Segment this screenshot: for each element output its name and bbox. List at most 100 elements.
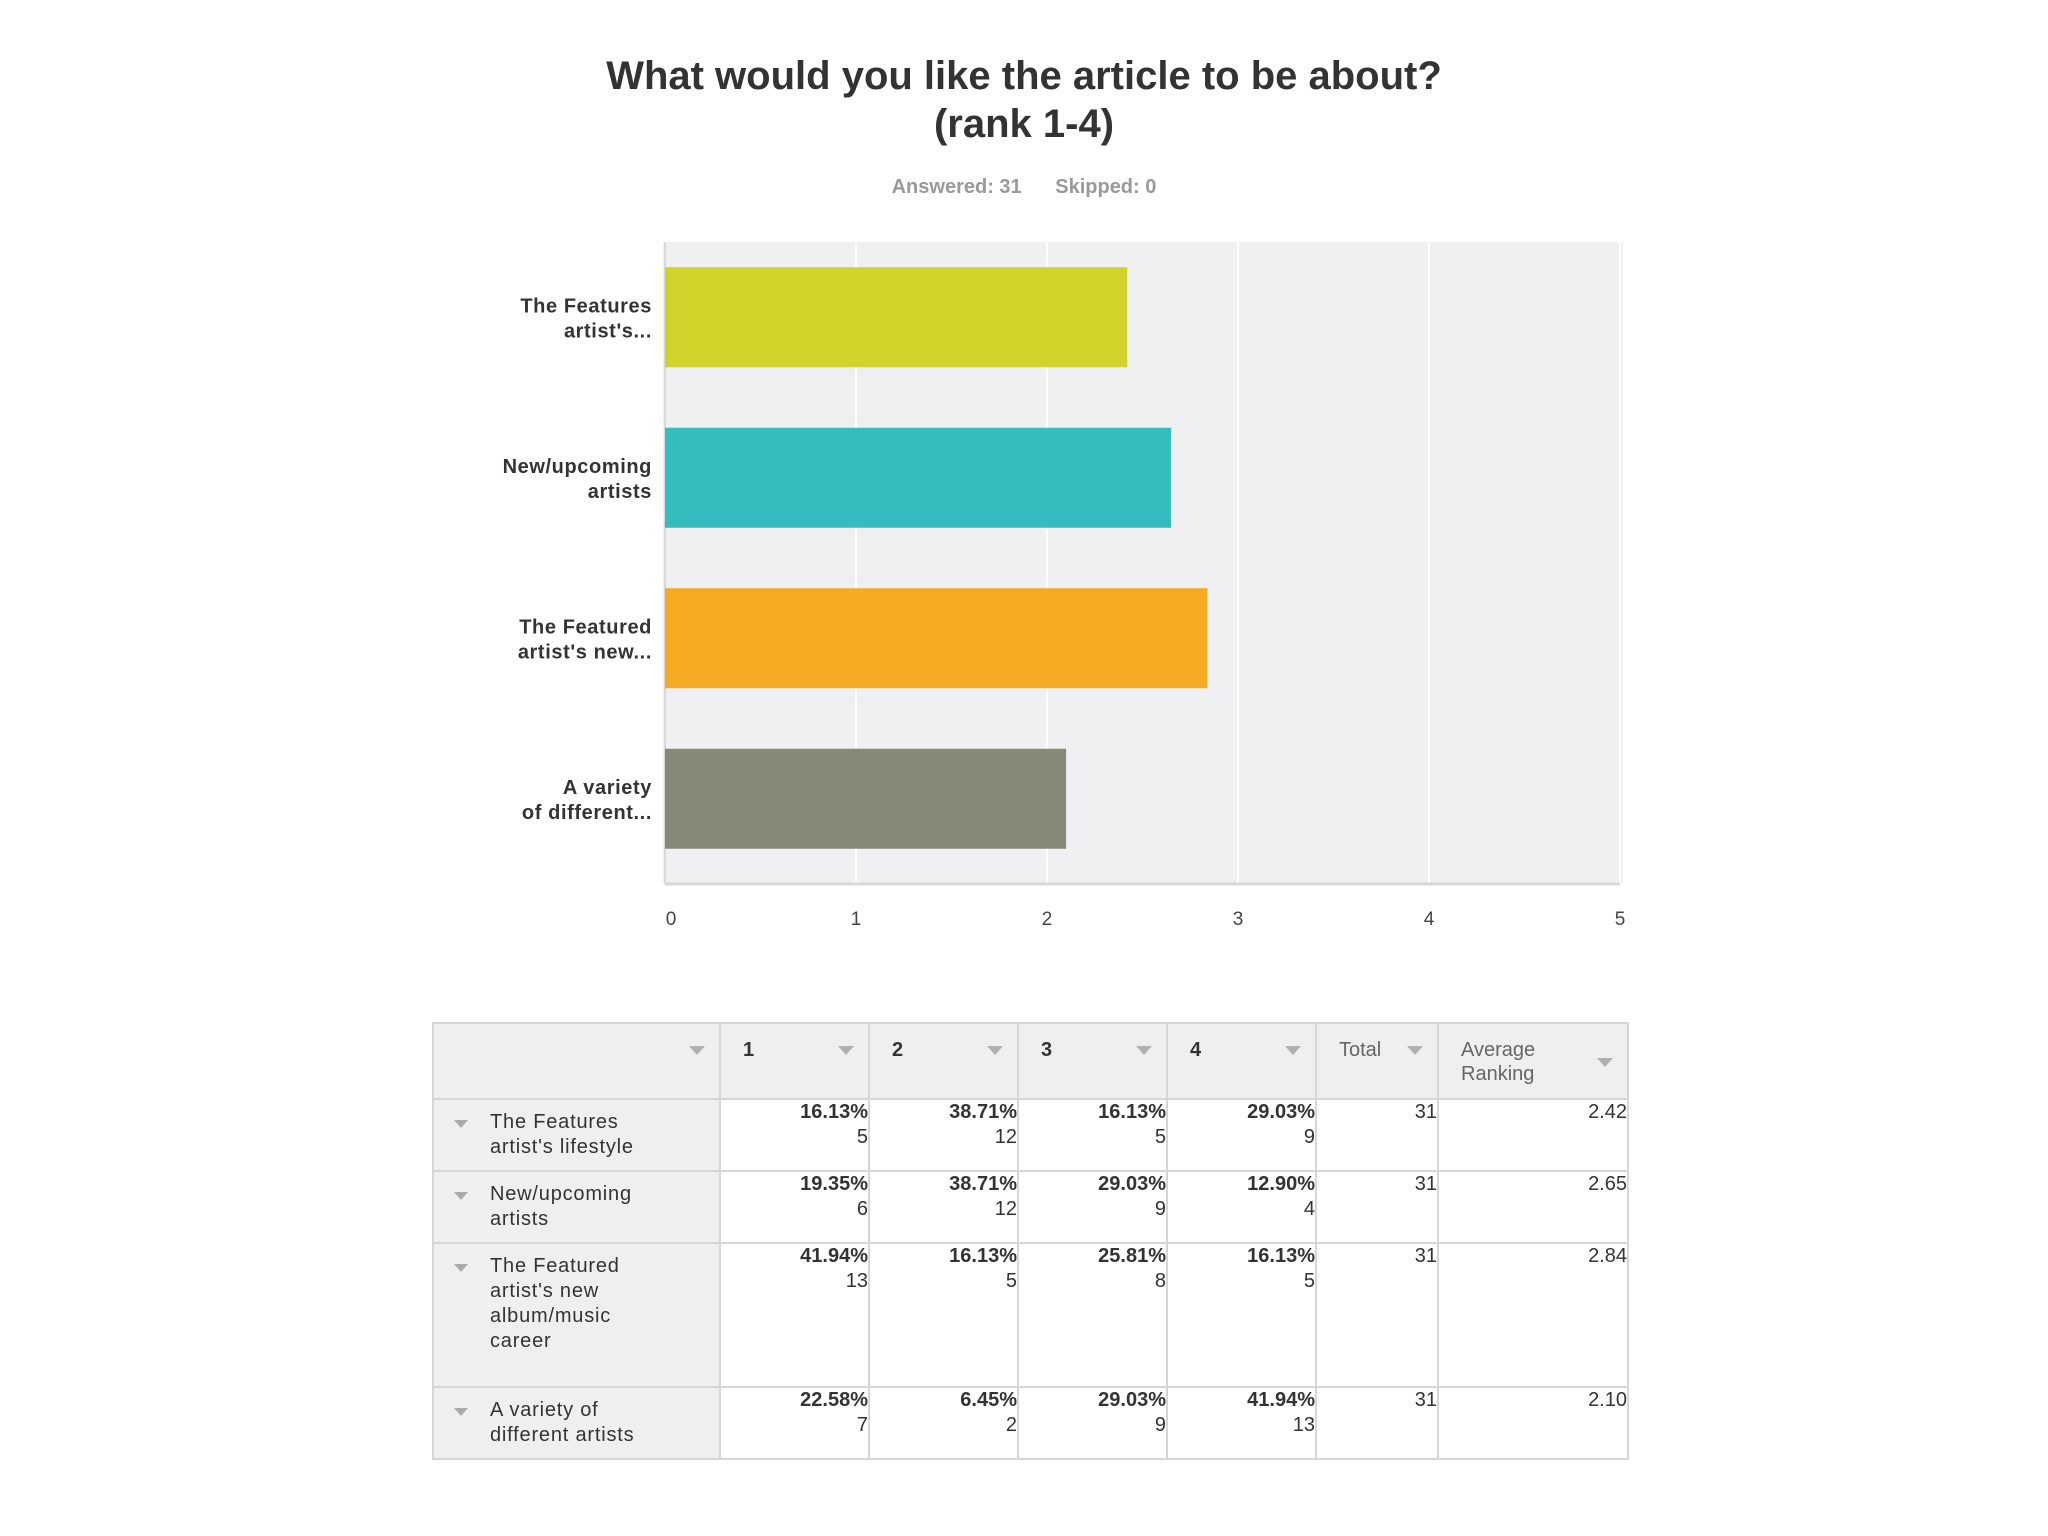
col-header-rank-3[interactable]: 3 <box>1017 1022 1168 1100</box>
row-caret-icon[interactable] <box>454 1120 468 1128</box>
row-answer-label[interactable]: The Features artist's lifestyle <box>432 1098 721 1172</box>
count-value: 5 <box>1154 1126 1166 1148</box>
count-value: 9 <box>1303 1126 1315 1148</box>
col-header-rank-1[interactable]: 1 <box>719 1022 870 1100</box>
row-caret-icon[interactable] <box>454 1192 468 1200</box>
percent-value: 41.94% <box>800 1245 868 1267</box>
category-label: The Featured artist's new... <box>518 616 652 663</box>
percent-value: 29.03% <box>1098 1389 1166 1411</box>
col-header-rank-4[interactable]: 4 <box>1166 1022 1317 1100</box>
rank-4-cell: 12.90% 4 <box>1166 1170 1317 1244</box>
x-tick-label: 4 <box>1424 909 1435 930</box>
sort-caret-icon[interactable] <box>689 1046 705 1055</box>
percent-value: 41.94% <box>1247 1389 1315 1411</box>
count-value: 7 <box>856 1414 868 1436</box>
x-tick-label: 0 <box>666 909 677 930</box>
percent-value: 25.81% <box>1098 1245 1166 1267</box>
x-tick-label: 5 <box>1615 909 1626 930</box>
count-value: 2 <box>1005 1414 1017 1436</box>
percent-value: 16.13% <box>1247 1245 1315 1267</box>
sort-caret-icon[interactable] <box>1285 1046 1301 1055</box>
col-header-total[interactable]: Total <box>1315 1022 1439 1100</box>
table-row: A variety of different artists 22.58% 7 6.4… <box>432 1386 1629 1460</box>
question-title: What would you like the article to be ab… <box>0 52 2048 148</box>
percent-value: 29.03% <box>1098 1173 1166 1195</box>
category-label: The Features artist's... <box>520 295 652 342</box>
col-header-average-ranking[interactable]: Average Ranking <box>1437 1022 1629 1100</box>
category-label: A variety of different... <box>522 777 652 824</box>
count-value: 12 <box>994 1126 1017 1148</box>
row-label-text: A variety of different artists <box>490 1399 635 1446</box>
x-tick-label: 3 <box>1233 909 1244 930</box>
ranking-bar-chart: The Features artist's... New/upcoming artis… <box>503 242 1626 930</box>
rank-1-cell: 41.94% 13 <box>719 1242 870 1388</box>
average-ranking-value: 2.10 <box>1437 1386 1629 1460</box>
x-tick-label: 2 <box>1042 909 1053 930</box>
row-label-text: The Features artist's lifestyle <box>490 1111 634 1158</box>
percent-value: 19.35% <box>800 1173 868 1195</box>
count-value: 8 <box>1154 1270 1166 1292</box>
rank-2-cell: 38.71% 12 <box>868 1170 1019 1244</box>
table-header-row: 1 2 3 4 Total Average Ranking <box>432 1022 1629 1100</box>
rank-1-cell: 22.58% 7 <box>719 1386 870 1460</box>
percent-value: 16.13% <box>800 1101 868 1123</box>
bar[interactable] <box>665 427 1172 528</box>
table-row: The Features artist's lifestyle 16.13% 5 38… <box>432 1098 1629 1172</box>
count-value: 9 <box>1154 1198 1166 1220</box>
count-value: 5 <box>1005 1270 1017 1292</box>
col-header-rank-2[interactable]: 2 <box>868 1022 1019 1100</box>
rank-4-cell: 29.03% 9 <box>1166 1098 1317 1172</box>
rank-3-cell: 29.03% 9 <box>1017 1386 1168 1460</box>
total-value: 31 <box>1315 1242 1439 1388</box>
sort-caret-icon[interactable] <box>987 1046 1003 1055</box>
ranking-table: 1 2 3 4 Total Average Ranking The Featur… <box>432 1022 1629 1460</box>
average-ranking-value: 2.42 <box>1437 1098 1629 1172</box>
count-value: 9 <box>1154 1414 1166 1436</box>
row-answer-label[interactable]: The Featured artist's new album/music ca… <box>432 1242 721 1388</box>
table-row: New/upcoming artists 19.35% 6 38.71% 12 29.03… <box>432 1170 1629 1244</box>
total-value: 31 <box>1315 1170 1439 1244</box>
percent-value: 29.03% <box>1247 1101 1315 1123</box>
rank-4-cell: 41.94% 13 <box>1166 1386 1317 1460</box>
bar[interactable] <box>665 748 1067 849</box>
sort-caret-icon[interactable] <box>1136 1046 1152 1055</box>
percent-value: 16.13% <box>949 1245 1017 1267</box>
bar[interactable] <box>665 267 1128 368</box>
rank-3-cell: 25.81% 8 <box>1017 1242 1168 1388</box>
rank-1-cell: 19.35% 6 <box>719 1170 870 1244</box>
sort-caret-icon[interactable] <box>1597 1058 1613 1067</box>
sort-caret-icon[interactable] <box>1407 1046 1423 1055</box>
row-label-text: The Featured artist's new album/music ca… <box>490 1255 620 1352</box>
sort-caret-icon[interactable] <box>838 1046 854 1055</box>
x-tick-label: 1 <box>851 909 862 930</box>
count-value: 6 <box>856 1198 868 1220</box>
average-ranking-value: 2.84 <box>1437 1242 1629 1388</box>
response-stats: Answered: 31 Skipped: 0 <box>0 176 2048 199</box>
row-caret-icon[interactable] <box>454 1264 468 1272</box>
percent-value: 22.58% <box>800 1389 868 1411</box>
row-answer-label[interactable]: New/upcoming artists <box>432 1170 721 1244</box>
answered-count: Answered: 31 <box>891 176 1022 198</box>
percent-value: 38.71% <box>949 1173 1017 1195</box>
rank-2-cell: 38.71% 12 <box>868 1098 1019 1172</box>
percent-value: 16.13% <box>1098 1101 1166 1123</box>
count-value: 5 <box>1303 1270 1315 1292</box>
count-value: 13 <box>845 1270 868 1292</box>
question-title-line2: (rank 1-4) <box>933 102 1115 146</box>
count-value: 4 <box>1303 1198 1315 1220</box>
average-ranking-value: 2.65 <box>1437 1170 1629 1244</box>
col-header-answer[interactable] <box>432 1022 721 1100</box>
row-answer-label[interactable]: A variety of different artists <box>432 1386 721 1460</box>
percent-value: 6.45% <box>960 1389 1017 1411</box>
rank-2-cell: 6.45% 2 <box>868 1386 1019 1460</box>
row-caret-icon[interactable] <box>454 1408 468 1416</box>
row-label-text: New/upcoming artists <box>490 1183 632 1230</box>
count-value: 12 <box>994 1198 1017 1220</box>
count-value: 13 <box>1292 1414 1315 1436</box>
rank-3-cell: 29.03% 9 <box>1017 1170 1168 1244</box>
bar[interactable] <box>665 588 1208 689</box>
rank-4-cell: 16.13% 5 <box>1166 1242 1317 1388</box>
rank-2-cell: 16.13% 5 <box>868 1242 1019 1388</box>
question-title-line1: What would you like the article to be ab… <box>606 54 1442 98</box>
rank-3-cell: 16.13% 5 <box>1017 1098 1168 1172</box>
